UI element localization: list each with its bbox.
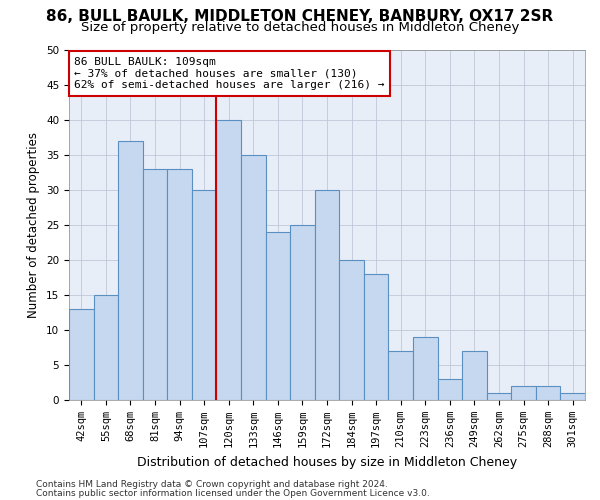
Bar bbox=[143, 169, 167, 400]
X-axis label: Distribution of detached houses by size in Middleton Cheney: Distribution of detached houses by size … bbox=[137, 456, 517, 468]
Text: 86 BULL BAULK: 109sqm
← 37% of detached houses are smaller (130)
62% of semi-det: 86 BULL BAULK: 109sqm ← 37% of detached … bbox=[74, 57, 385, 90]
Text: Contains HM Land Registry data © Crown copyright and database right 2024.: Contains HM Land Registry data © Crown c… bbox=[36, 480, 388, 489]
Bar bbox=[241, 155, 266, 400]
Bar bbox=[536, 386, 560, 400]
Bar bbox=[94, 295, 118, 400]
Text: Contains public sector information licensed under the Open Government Licence v3: Contains public sector information licen… bbox=[36, 489, 430, 498]
Bar bbox=[266, 232, 290, 400]
Bar bbox=[560, 393, 585, 400]
Bar bbox=[487, 393, 511, 400]
Bar bbox=[315, 190, 339, 400]
Bar bbox=[437, 379, 462, 400]
Bar bbox=[388, 351, 413, 400]
Bar bbox=[290, 225, 315, 400]
Text: Size of property relative to detached houses in Middleton Cheney: Size of property relative to detached ho… bbox=[81, 22, 519, 35]
Text: 86, BULL BAULK, MIDDLETON CHENEY, BANBURY, OX17 2SR: 86, BULL BAULK, MIDDLETON CHENEY, BANBUR… bbox=[46, 9, 554, 24]
Y-axis label: Number of detached properties: Number of detached properties bbox=[28, 132, 40, 318]
Bar bbox=[462, 351, 487, 400]
Bar bbox=[118, 141, 143, 400]
Bar bbox=[217, 120, 241, 400]
Bar bbox=[339, 260, 364, 400]
Bar bbox=[69, 309, 94, 400]
Bar bbox=[364, 274, 388, 400]
Bar bbox=[511, 386, 536, 400]
Bar bbox=[413, 337, 437, 400]
Bar bbox=[192, 190, 217, 400]
Bar bbox=[167, 169, 192, 400]
